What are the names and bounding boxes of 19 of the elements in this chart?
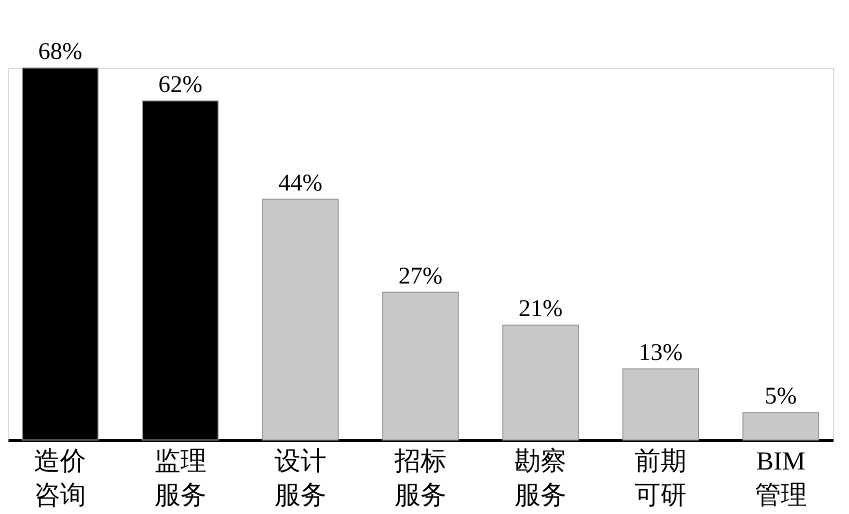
data-label: 27% — [398, 263, 442, 290]
bar — [502, 324, 579, 440]
x-tick-label: 招标服务 — [394, 446, 446, 510]
bar — [262, 198, 339, 440]
data-label: 13% — [638, 340, 683, 366]
bar — [622, 368, 699, 440]
bar — [742, 412, 820, 440]
data-label: 21% — [518, 296, 563, 322]
data-label: 5% — [764, 384, 797, 410]
x-tick-label: 造价咨询 — [34, 446, 86, 510]
x-tick-label: BIM管理 — [754, 446, 807, 510]
data-label: 68% — [38, 39, 82, 65]
x-tick-label: 设计服务 — [274, 446, 326, 510]
x-tick-label: 监理服务 — [154, 446, 206, 510]
bar — [382, 292, 459, 440]
data-label: 62% — [158, 72, 202, 98]
data-label: 44% — [278, 170, 322, 196]
x-tick-label: 前期可研 — [634, 446, 687, 510]
x-tick-label: 勘察服务 — [514, 446, 567, 510]
